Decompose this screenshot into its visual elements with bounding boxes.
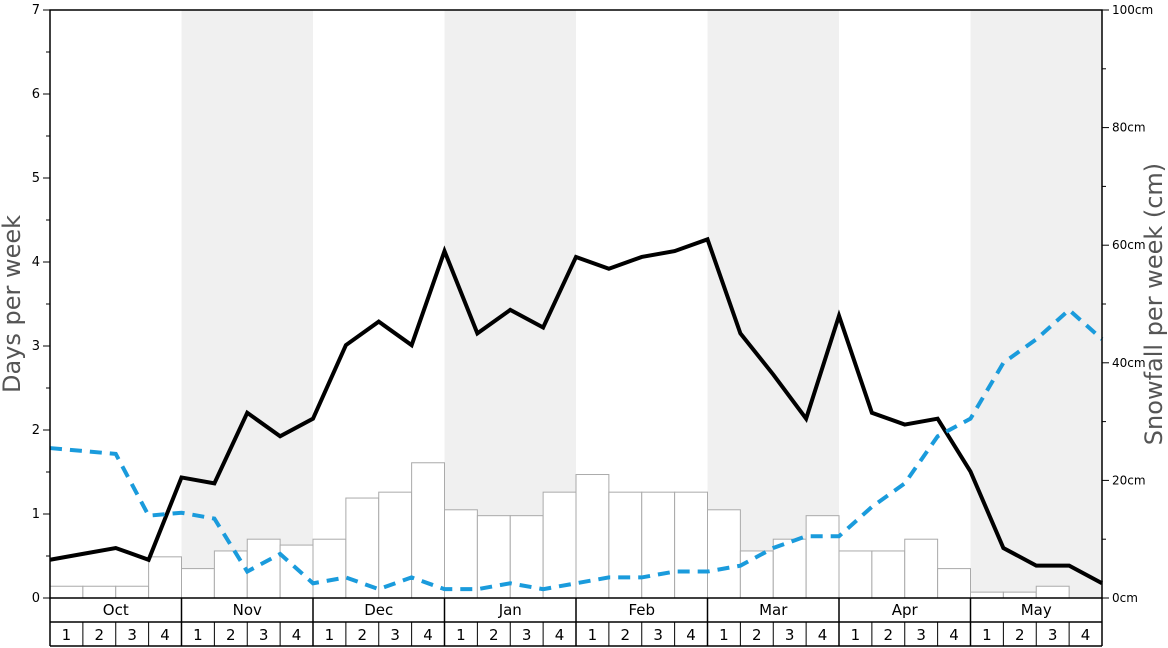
- y2-tick-label: 0cm: [1112, 591, 1138, 605]
- y2-tick-label: 20cm: [1112, 473, 1146, 487]
- week-label: 1: [62, 626, 72, 644]
- bar-week-13: [444, 509, 478, 599]
- week-label: 1: [325, 626, 335, 644]
- bar-week-28: [937, 568, 971, 599]
- y-tick-label: 6: [32, 87, 40, 102]
- week-label: 3: [259, 626, 269, 644]
- week-label: 1: [456, 626, 466, 644]
- month-label-may: May: [1021, 601, 1052, 619]
- month-shade-nov: [181, 10, 313, 598]
- bar-week-20: [674, 491, 708, 599]
- week-label: 4: [423, 626, 433, 644]
- y-tick-label: 4: [32, 255, 40, 270]
- week-label: 1: [588, 626, 598, 644]
- bar-week-8: [279, 544, 314, 599]
- bar-week-9: [312, 538, 347, 599]
- week-label: 2: [358, 626, 368, 644]
- y2-tick-label: 80cm: [1112, 121, 1146, 135]
- bar-week-31: [1035, 585, 1070, 599]
- y2-tick-label: 60cm: [1112, 238, 1146, 252]
- week-label: 2: [226, 626, 236, 644]
- week-label: 2: [1015, 626, 1025, 644]
- bar-week-19: [641, 491, 676, 599]
- week-label: 2: [884, 626, 894, 644]
- week-label: 4: [818, 626, 828, 644]
- week-label: 4: [292, 626, 302, 644]
- week-label: 3: [1048, 626, 1058, 644]
- y2-tick-label: 100cm: [1112, 3, 1153, 17]
- bar-week-18: [608, 491, 643, 599]
- week-label: 4: [555, 626, 565, 644]
- bar-week-3: [115, 585, 150, 599]
- week-label: 3: [785, 626, 795, 644]
- month-label-dec: Dec: [364, 601, 393, 619]
- x-axis-labels: Oct 1 2 3 4 Nov 1 2 3 4 Dec 1 2 3 4 Jan 1 2 3 4 Feb 1 2 3 4 Mar 1 2…: [49, 598, 1103, 647]
- week-label: 2: [752, 626, 762, 644]
- week-label: 1: [719, 626, 729, 644]
- week-label: 1: [982, 626, 992, 644]
- week-label: 3: [390, 626, 400, 644]
- week-label: 3: [916, 626, 926, 644]
- week-label: 4: [160, 626, 170, 644]
- month-label-oct: Oct: [103, 601, 129, 619]
- week-label: 2: [621, 626, 631, 644]
- bar-week-10: [345, 497, 380, 599]
- bar-week-29: [970, 591, 1004, 599]
- bar-week-16: [542, 491, 577, 599]
- bar-week-5: [181, 568, 215, 599]
- week-label: 3: [127, 626, 137, 644]
- bar-week-27: [904, 538, 939, 599]
- y-tick-label: 0: [32, 591, 40, 606]
- week-label: 3: [522, 626, 532, 644]
- bar-week-1: [49, 585, 84, 599]
- month-shade-may: [970, 10, 1102, 598]
- y-tick-label: 3: [32, 339, 40, 354]
- week-label: 2: [489, 626, 499, 644]
- y2-tick-label: 40cm: [1112, 356, 1146, 370]
- week-label: 1: [851, 626, 861, 644]
- bar-week-21: [707, 509, 741, 599]
- week-label: 4: [949, 626, 959, 644]
- week-label: 4: [1081, 626, 1091, 644]
- y-tick-label: 7: [32, 3, 40, 18]
- snowfall-lines: [49, 236, 1104, 592]
- y-axis-title: Days per week: [0, 215, 26, 393]
- month-label-apr: Apr: [892, 601, 919, 619]
- month-label-nov: Nov: [233, 601, 262, 619]
- bar-week-2: [82, 585, 117, 599]
- month-label-mar: Mar: [759, 601, 788, 619]
- axes: 0 1 2 3 4 5 6 7 0cm 20cm 40cm 60cm 80cm 100cm: [32, 3, 1153, 606]
- solid-line-series: [49, 236, 1103, 586]
- month-label-feb: Feb: [628, 601, 655, 619]
- y2-axis-title: Snowfall per week (cm): [1140, 163, 1168, 445]
- bar-week-26: [871, 550, 906, 599]
- snow-days-bars: [49, 462, 1070, 599]
- bar-week-24: [805, 515, 840, 599]
- dashed-line-series: [49, 307, 1104, 592]
- bar-week-4: [148, 556, 182, 599]
- y-tick-label: 2: [32, 423, 40, 438]
- week-label: 3: [653, 626, 663, 644]
- month-label-jan: Jan: [498, 601, 522, 619]
- bar-week-25: [838, 550, 873, 599]
- week-label: 1: [193, 626, 203, 644]
- bar-week-11: [378, 491, 413, 599]
- bar-week-12: [411, 462, 445, 599]
- week-label: 2: [95, 626, 105, 644]
- bar-week-30: [1002, 591, 1037, 599]
- bar-week-6: [213, 550, 248, 599]
- week-label: 4: [686, 626, 696, 644]
- y-tick-label: 5: [32, 171, 40, 186]
- y-tick-label: 1: [32, 507, 40, 522]
